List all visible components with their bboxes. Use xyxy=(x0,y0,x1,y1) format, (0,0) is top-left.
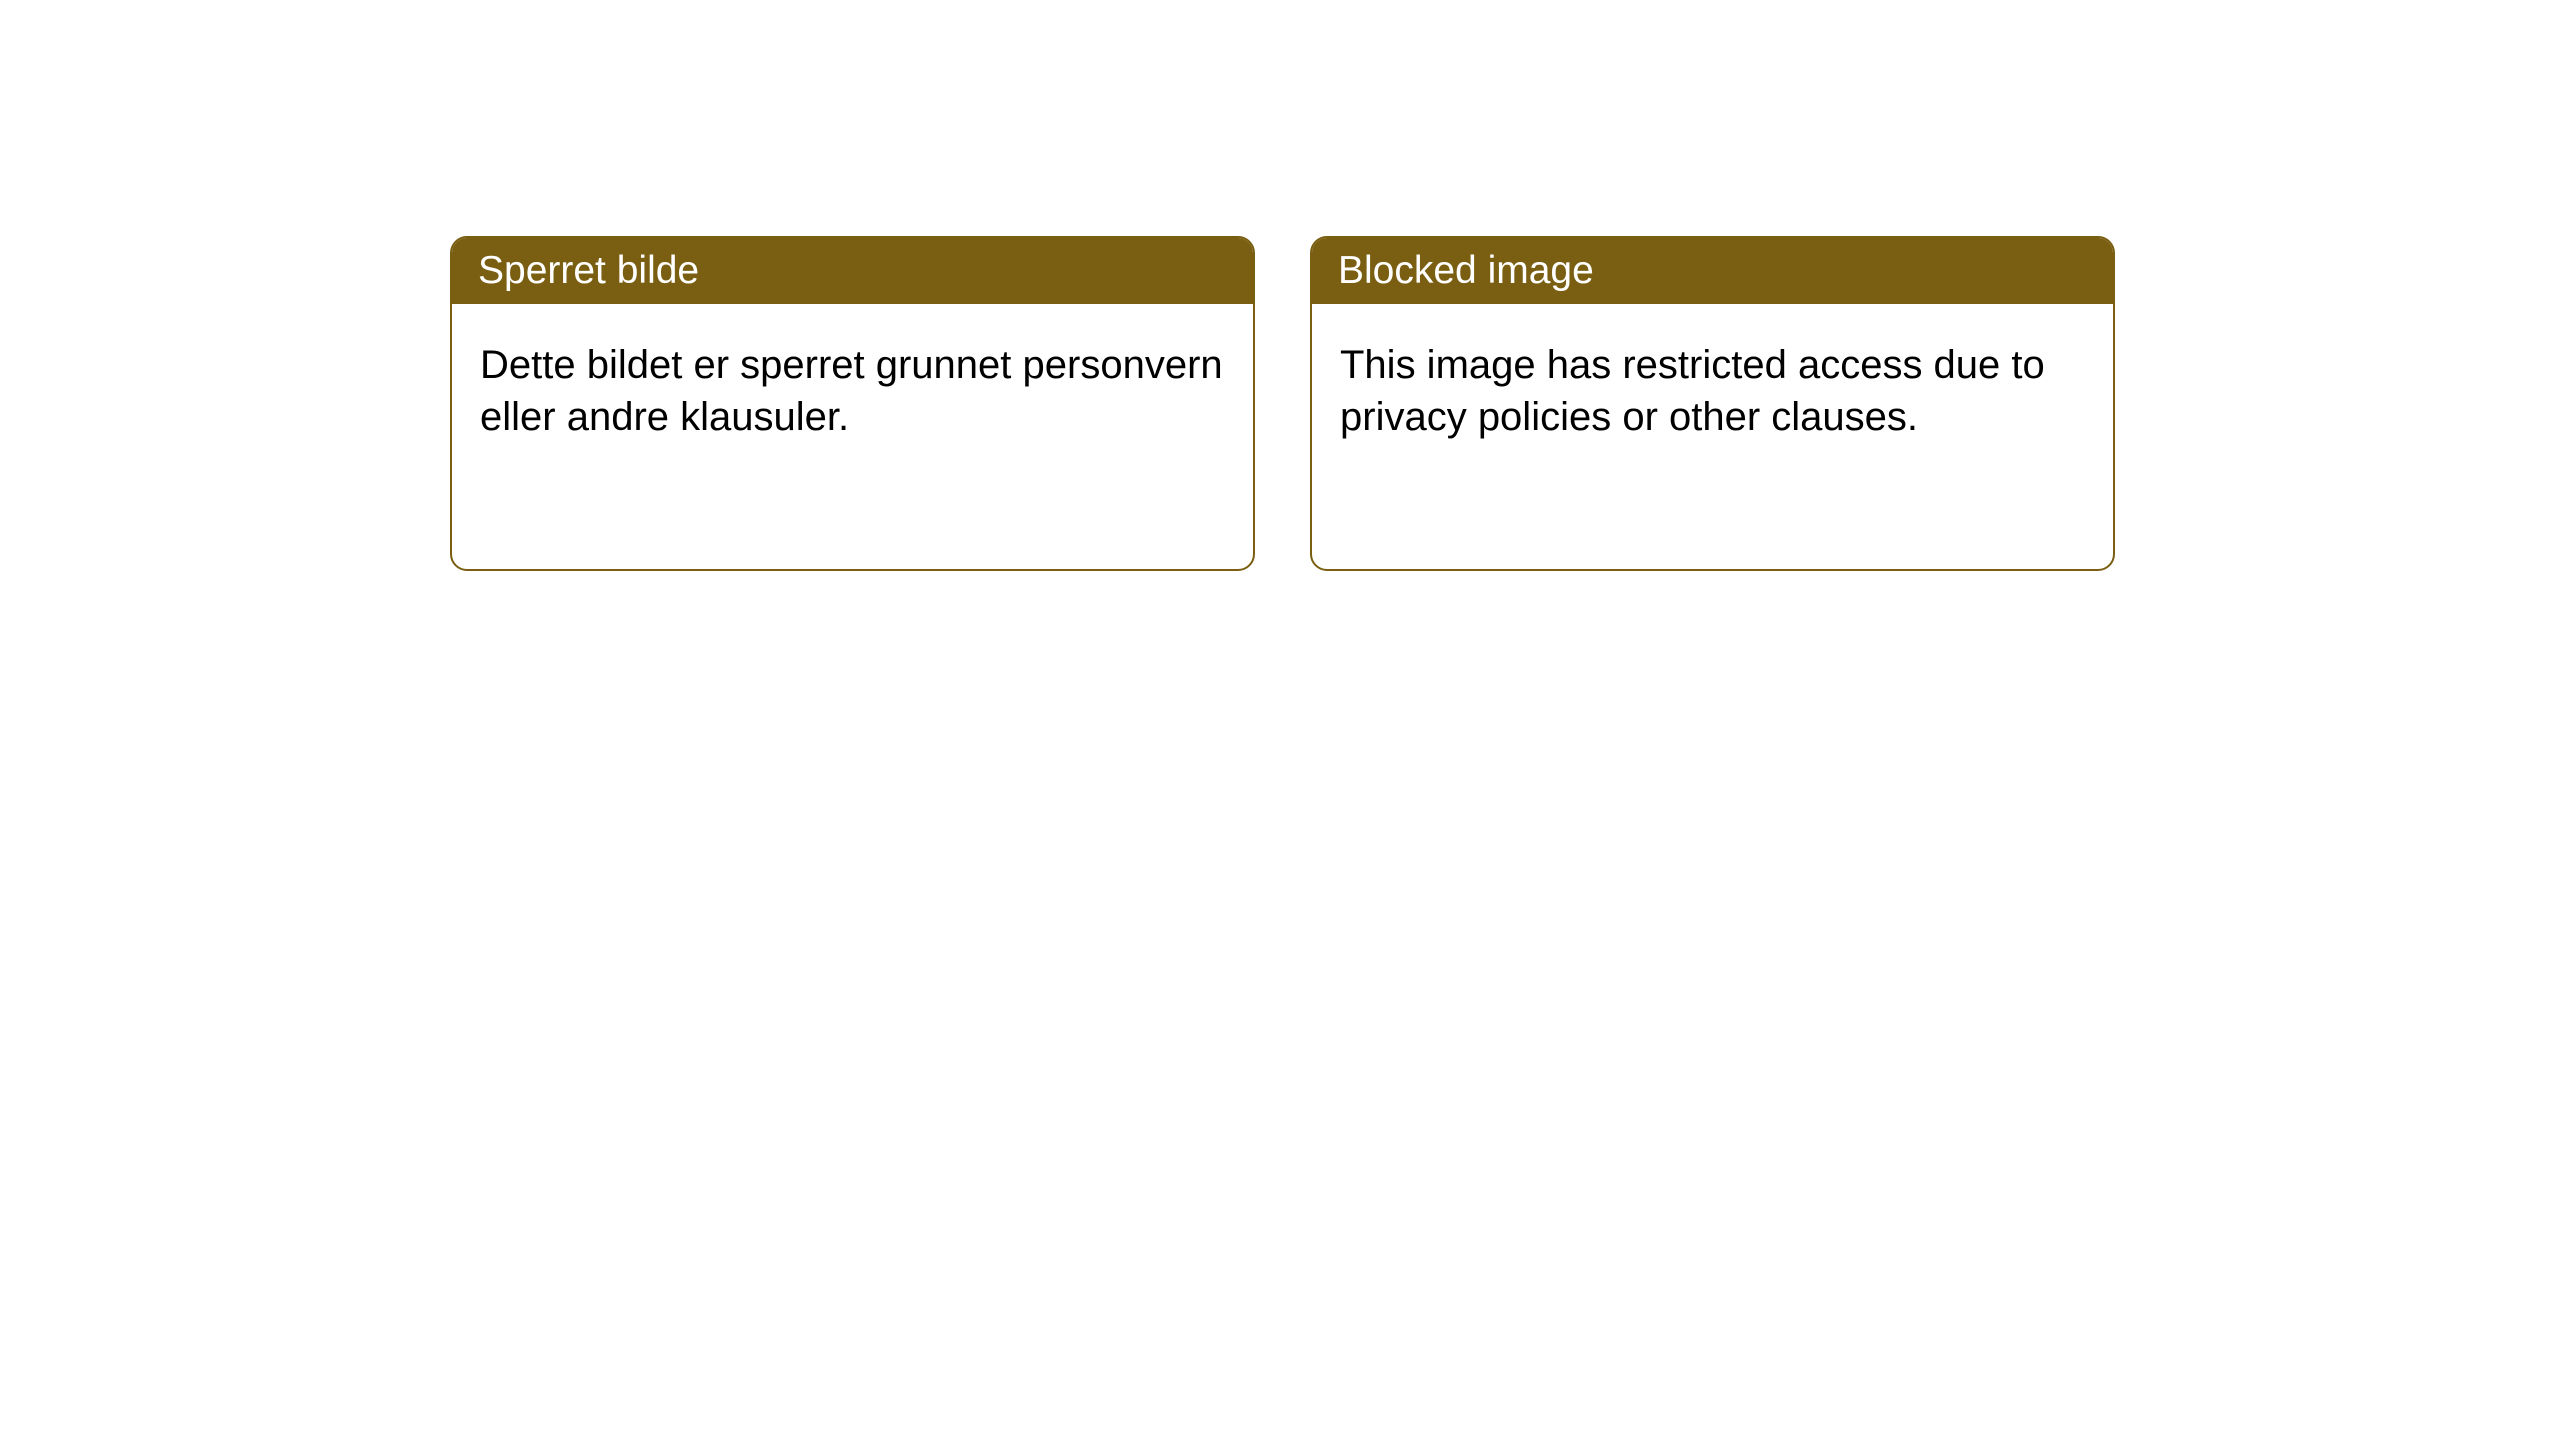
card-body: Dette bildet er sperret grunnet personve… xyxy=(452,304,1253,478)
blocked-image-card-english: Blocked image This image has restricted … xyxy=(1310,236,2115,571)
card-body-text: This image has restricted access due to … xyxy=(1340,343,2045,439)
card-title: Blocked image xyxy=(1338,249,1594,292)
card-body: This image has restricted access due to … xyxy=(1312,304,2113,478)
card-header: Sperret bilde xyxy=(452,238,1253,304)
card-body-text: Dette bildet er sperret grunnet personve… xyxy=(480,343,1223,439)
card-title: Sperret bilde xyxy=(478,249,699,292)
notice-cards-container: Sperret bilde Dette bildet er sperret gr… xyxy=(0,0,2560,571)
blocked-image-card-norwegian: Sperret bilde Dette bildet er sperret gr… xyxy=(450,236,1255,571)
card-header: Blocked image xyxy=(1312,238,2113,304)
